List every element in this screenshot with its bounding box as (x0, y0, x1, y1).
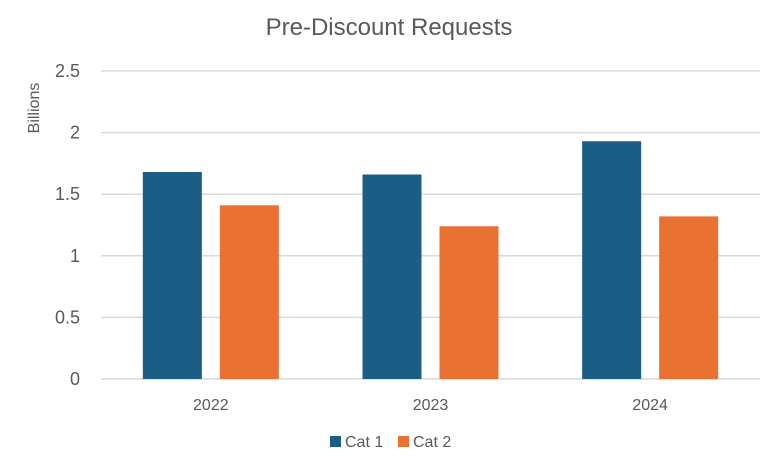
x-axis-ticks: 2022 2023 2024 (193, 397, 668, 414)
y-tick-label: 2.5 (55, 61, 80, 81)
y-tick-label: 0.5 (55, 307, 80, 327)
legend: Cat 1 Cat 2 (330, 434, 451, 451)
bar-cat-1-2023 (363, 174, 422, 379)
x-tick-label: 2022 (193, 397, 229, 414)
y-tick-label: 0 (70, 369, 80, 389)
legend-label: Cat 1 (345, 434, 383, 451)
y-tick-label: 1 (70, 246, 80, 266)
legend-label: Cat 2 (413, 434, 451, 451)
y-axis-ticks: 0 0.5 1 1.5 2 2.5 (55, 61, 80, 389)
bar-cat-1-2022 (143, 172, 202, 379)
bar-cat-1-2024 (582, 141, 641, 379)
legend-swatch-cat-2 (398, 436, 409, 447)
y-axis-label: Billions (26, 83, 43, 134)
y-tick-label: 2 (70, 123, 80, 143)
x-tick-label: 2023 (413, 397, 449, 414)
y-tick-label: 1.5 (55, 184, 80, 204)
bars (143, 141, 718, 379)
legend-swatch-cat-1 (330, 436, 341, 447)
bar-cat-2-2023 (440, 226, 499, 379)
chart-title: Pre-Discount Requests (266, 14, 513, 41)
x-tick-label: 2024 (632, 397, 668, 414)
bar-cat-2-2024 (659, 216, 718, 379)
bar-cat-2-2022 (220, 205, 279, 379)
